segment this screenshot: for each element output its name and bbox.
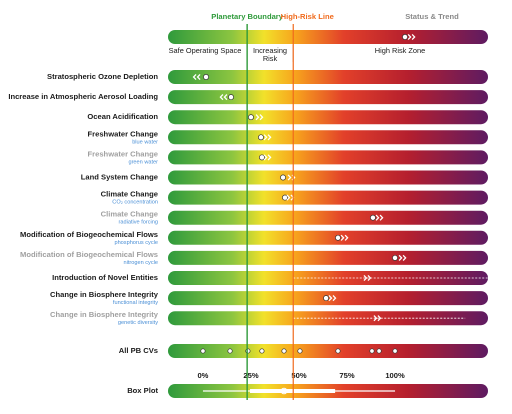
trend-arrow: [407, 33, 416, 41]
status-marker: [402, 34, 408, 40]
status-bar: [168, 311, 488, 326]
zone-label: Increasing: [253, 46, 287, 55]
row-sublabel: functional integrity: [113, 300, 158, 306]
status-marker: [280, 174, 287, 181]
row-sublabel: nitrogen cycle: [123, 260, 158, 266]
status-bar: [168, 344, 488, 358]
status-marker: [392, 254, 398, 261]
status-marker: [392, 348, 398, 354]
status-bar: [168, 210, 488, 225]
status-bar: [168, 190, 488, 205]
box-median: [280, 387, 288, 395]
status-bar: [168, 230, 488, 245]
row-label: Land System Change: [81, 173, 158, 182]
row-label: Box Plot: [127, 386, 158, 395]
status-label: Status & Trend: [405, 12, 459, 21]
row-label: Increase in Atmospheric Aerosol Loading: [8, 92, 158, 101]
status-bar: [168, 130, 488, 145]
status-marker: [248, 114, 254, 121]
row-sublabel: phosphorus cycle: [114, 240, 158, 246]
status-marker: [245, 348, 251, 354]
status-bar: [168, 150, 488, 165]
x-tick-label: 75%: [339, 371, 354, 380]
status-marker: [335, 348, 341, 354]
row-sublabel: blue water: [132, 139, 158, 145]
status-bar: [168, 90, 488, 105]
status-marker: [258, 134, 264, 141]
status-marker: [258, 154, 265, 161]
boundary-label: Planetary Boundary: [211, 12, 284, 21]
row-label: Introduction of Novel Entities: [52, 273, 158, 282]
row-label: Modification of Biogeochemical Flows: [20, 250, 158, 259]
trend-arrow: [263, 134, 272, 141]
status-marker: [297, 348, 303, 354]
row-label: Stratospheric Ozone Depletion: [47, 72, 158, 81]
trend-arrow: [363, 274, 372, 282]
legend-bar: [168, 30, 488, 44]
row-label: Freshwater Change: [88, 129, 158, 138]
status-bar: [168, 110, 488, 125]
trend-arrow: [255, 114, 264, 121]
status-bar: [168, 170, 488, 185]
row-label: Modification of Biogeochemical Flows: [20, 230, 158, 239]
status-bar: [168, 70, 488, 84]
x-tick-label: 0%: [197, 371, 208, 380]
trend-arrow: [328, 295, 337, 302]
zone-label: High Risk Zone: [375, 46, 426, 55]
trend-arrow: [398, 254, 407, 261]
row-label: Change in Biosphere Integrity: [50, 290, 159, 299]
status-marker: [376, 348, 382, 354]
row-sublabel: green water: [128, 159, 158, 165]
x-tick-label: 25%: [243, 371, 258, 380]
status-marker: [323, 295, 330, 302]
row-label: Freshwater Change: [88, 149, 158, 158]
trend-arrow: [263, 154, 272, 161]
trend-arrow: [340, 234, 349, 241]
status-marker: [203, 74, 209, 80]
trend-arrow: [192, 73, 201, 81]
zone-label: Risk: [263, 54, 278, 63]
x-tick-label: 50%: [291, 371, 306, 380]
row-label: Climate Change: [101, 190, 158, 199]
row-label: Climate Change: [101, 210, 158, 219]
status-marker: [228, 94, 234, 101]
status-marker: [281, 348, 287, 354]
high-risk-label: High-Risk Line: [281, 12, 334, 21]
trend-arrow: [375, 214, 384, 221]
row-sublabel: CO₂ concentration: [112, 200, 158, 206]
status-marker: [259, 348, 265, 354]
x-tick-label: 100%: [385, 371, 405, 380]
row-label: Change in Biosphere Integrity: [50, 310, 159, 319]
status-marker: [369, 214, 376, 221]
status-marker: [282, 194, 288, 201]
status-marker: [369, 348, 375, 354]
status-marker: [335, 234, 341, 241]
status-bar: [168, 271, 488, 285]
zone-label: Safe Operating Space: [169, 46, 242, 55]
box-body: [250, 389, 336, 393]
status-bar: [168, 250, 488, 265]
trend-arrow: [219, 94, 228, 101]
trend-arrow: [373, 315, 382, 322]
row-sublabel: genetic diversity: [118, 320, 158, 326]
row-label: All PB CVs: [119, 346, 158, 355]
row-label: Ocean Acidification: [87, 112, 158, 121]
row-sublabel: radiative forcing: [119, 220, 159, 226]
status-marker: [227, 348, 233, 354]
status-marker: [200, 348, 206, 354]
